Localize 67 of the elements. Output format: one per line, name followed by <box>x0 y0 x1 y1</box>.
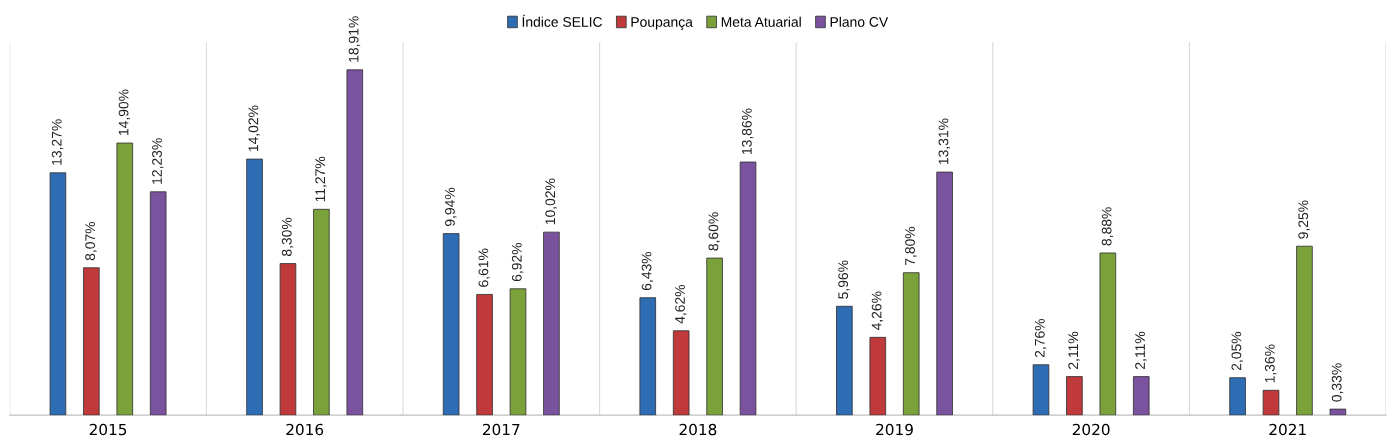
bar <box>1329 408 1347 416</box>
data-label: 10,02% <box>545 178 557 225</box>
data-label: 13,31% <box>938 118 951 165</box>
data-label: 13,27% <box>51 119 64 165</box>
data-label: 8,30% <box>281 217 294 257</box>
bar <box>672 330 690 416</box>
data-label: 8,60% <box>708 212 720 251</box>
bar <box>149 191 167 416</box>
data-label: 8,07% <box>85 221 97 261</box>
data-label: 13,86% <box>741 108 754 155</box>
bar <box>706 257 723 416</box>
x-tick-label: 2018 <box>679 423 717 436</box>
bar <box>1262 389 1280 416</box>
bar <box>83 267 100 416</box>
data-label: 11,27% <box>315 156 327 202</box>
bar <box>543 231 560 416</box>
data-label: 2,76% <box>1034 318 1047 358</box>
bar <box>246 158 263 416</box>
legend-label: Poupança <box>631 17 693 30</box>
data-label: 9,94% <box>445 187 457 227</box>
bar <box>476 294 493 416</box>
x-tick-label: 2019 <box>876 423 913 436</box>
data-label: 8,88% <box>1101 207 1114 246</box>
bar <box>1099 252 1117 416</box>
legend-label: Índice SELIC <box>522 14 603 27</box>
x-tick-label: 2021 <box>1269 423 1306 436</box>
bar <box>313 208 330 416</box>
legend-label: Meta Atuarial <box>721 16 801 27</box>
bar <box>902 272 920 416</box>
data-label: 7,80% <box>905 226 917 266</box>
bar <box>936 171 953 416</box>
bar <box>739 161 757 416</box>
bar <box>869 336 887 416</box>
bar <box>1229 377 1246 416</box>
data-label: 4,62% <box>675 284 687 324</box>
bar <box>1296 245 1313 416</box>
bar <box>836 305 853 416</box>
bar <box>279 263 297 416</box>
data-label: 2,11% <box>1135 331 1147 369</box>
bar <box>639 297 657 416</box>
data-label: 2,05% <box>1231 331 1243 371</box>
data-label: 4,26% <box>871 291 884 331</box>
bar <box>1132 376 1150 416</box>
bar <box>116 142 134 416</box>
bar <box>49 172 67 416</box>
bar <box>442 233 460 416</box>
x-tick-label: 2016 <box>286 423 324 436</box>
data-label: 2,11% <box>1068 331 1080 369</box>
data-label: 0,33% <box>1331 363 1344 402</box>
data-label: 14,02% <box>248 105 260 152</box>
data-label: 12,23% <box>152 138 164 184</box>
legend-label: Plano CV <box>830 16 889 27</box>
bar <box>1032 364 1050 416</box>
data-label: 6,43% <box>641 251 654 291</box>
data-label: 18,91% <box>348 16 361 62</box>
x-tick-label: 2017 <box>482 423 520 436</box>
data-label: 6,61% <box>478 248 490 287</box>
data-label: 14,90% <box>118 89 131 136</box>
data-label: 1,36% <box>1264 344 1277 383</box>
data-label: 6,92% <box>511 242 524 282</box>
bar <box>346 69 364 416</box>
bar <box>1066 376 1083 416</box>
x-tick-label: 2015 <box>89 423 127 436</box>
data-label: 9,25% <box>1298 200 1310 239</box>
x-tick-label: 2020 <box>1072 423 1110 436</box>
data-label: 5,96% <box>838 260 850 299</box>
bar <box>509 288 527 416</box>
